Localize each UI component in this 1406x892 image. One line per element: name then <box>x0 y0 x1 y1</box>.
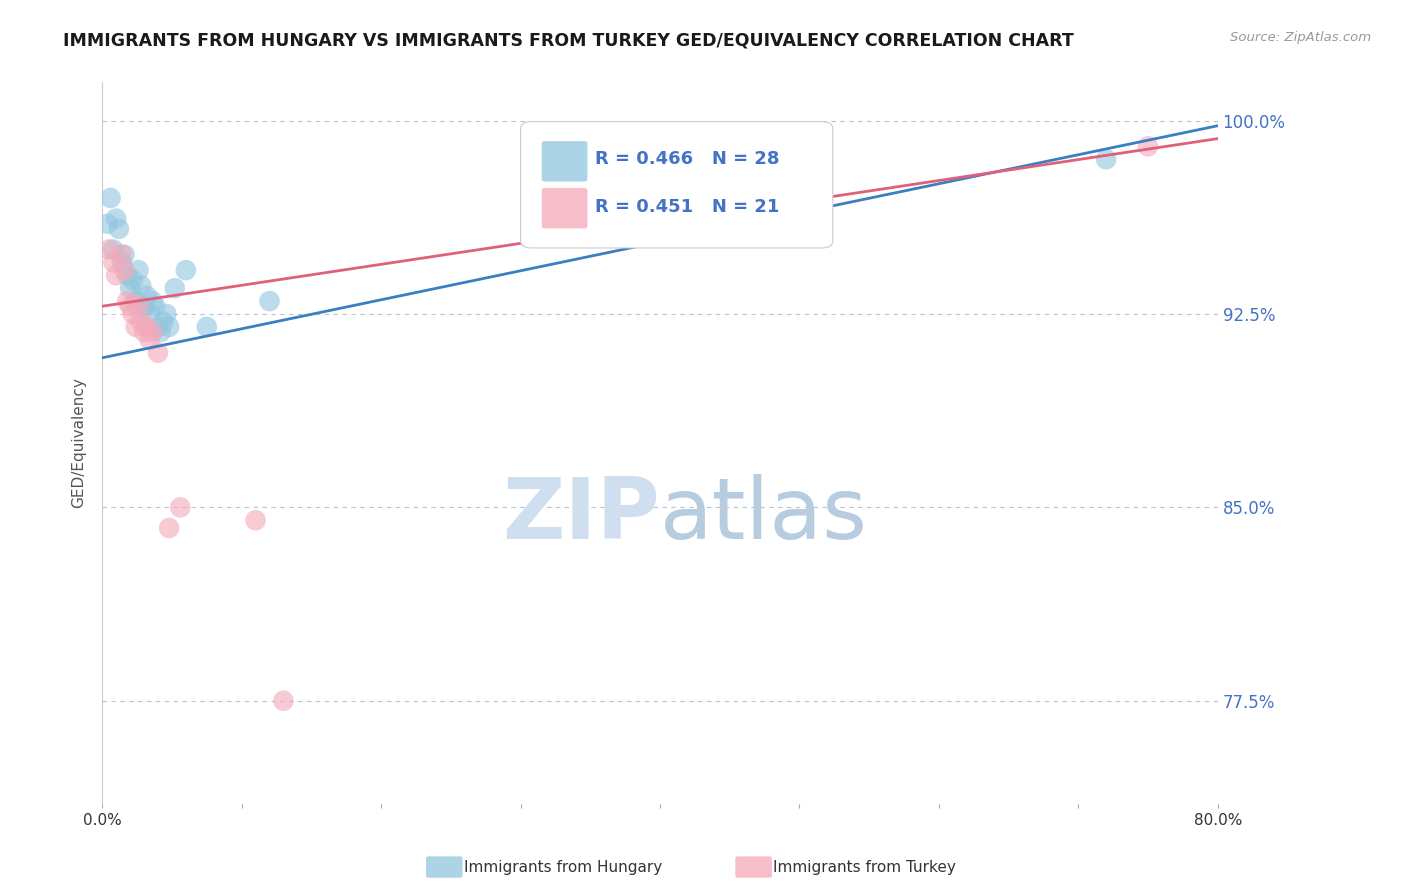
Point <box>132 325 155 339</box>
Text: ZIP: ZIP <box>502 474 659 557</box>
FancyBboxPatch shape <box>541 188 588 228</box>
Point <box>157 521 180 535</box>
Text: Immigrants from Turkey: Immigrants from Turkey <box>773 860 956 874</box>
Point <box>120 299 142 313</box>
Point <box>273 694 295 708</box>
Point <box>152 315 174 329</box>
Point <box>157 319 180 334</box>
Point <box>111 248 134 262</box>
Point <box>122 307 145 321</box>
Point <box>129 315 152 329</box>
Point <box>174 263 197 277</box>
Point <box>100 191 122 205</box>
Point <box>114 248 136 262</box>
Point <box>132 299 155 313</box>
Text: R = 0.466   N = 28: R = 0.466 N = 28 <box>595 150 780 169</box>
Point <box>117 294 139 309</box>
Text: atlas: atlas <box>659 474 868 557</box>
Point <box>259 294 281 309</box>
Point <box>149 325 172 339</box>
Point <box>138 307 160 321</box>
Point <box>98 243 121 257</box>
Text: R = 0.451   N = 21: R = 0.451 N = 21 <box>595 198 780 216</box>
Point <box>120 281 142 295</box>
Point <box>141 294 163 309</box>
Point <box>103 243 125 257</box>
Point <box>127 263 149 277</box>
Point <box>141 325 163 339</box>
Point <box>129 278 152 293</box>
Point <box>114 263 136 277</box>
Point <box>105 268 128 283</box>
Point <box>146 319 169 334</box>
Point <box>124 319 146 334</box>
Point <box>155 307 177 321</box>
FancyBboxPatch shape <box>520 121 832 248</box>
Point <box>117 268 139 283</box>
Y-axis label: GED/Equivalency: GED/Equivalency <box>72 377 86 508</box>
Point <box>195 319 218 334</box>
Point <box>143 299 166 313</box>
Point <box>135 319 157 334</box>
Point <box>103 255 125 269</box>
Point <box>1095 153 1118 167</box>
Point <box>111 255 134 269</box>
Text: IMMIGRANTS FROM HUNGARY VS IMMIGRANTS FROM TURKEY GED/EQUIVALENCY CORRELATION CH: IMMIGRANTS FROM HUNGARY VS IMMIGRANTS FR… <box>63 31 1074 49</box>
Point <box>122 273 145 287</box>
Point <box>169 500 191 515</box>
Point <box>127 299 149 313</box>
Point <box>105 211 128 226</box>
Text: Immigrants from Hungary: Immigrants from Hungary <box>464 860 662 874</box>
Point <box>1136 139 1159 153</box>
Point <box>163 281 186 295</box>
Point <box>108 222 131 236</box>
Point <box>146 345 169 359</box>
Point <box>124 294 146 309</box>
Point <box>135 289 157 303</box>
Point <box>97 217 120 231</box>
Point <box>138 333 160 347</box>
Point <box>245 513 267 527</box>
FancyBboxPatch shape <box>541 141 588 182</box>
Text: Source: ZipAtlas.com: Source: ZipAtlas.com <box>1230 31 1371 45</box>
